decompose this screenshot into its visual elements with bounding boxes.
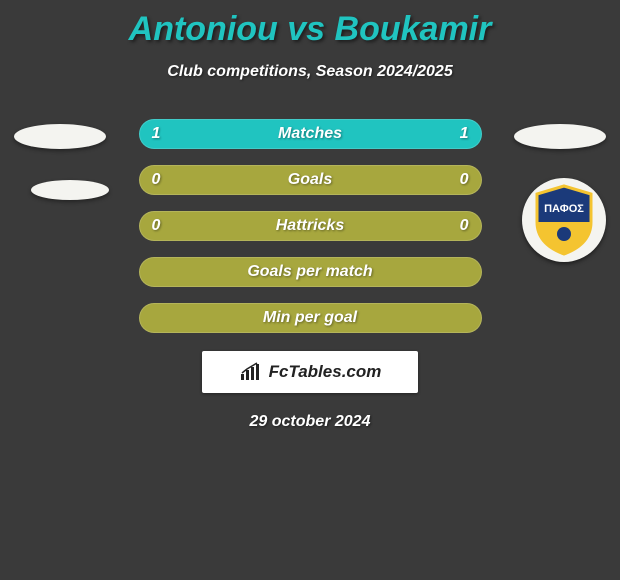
stat-right-value: 1 (455, 125, 469, 143)
stat-row-hattricks: 0 Hattricks 0 (139, 211, 482, 241)
stat-label: Min per goal (166, 309, 455, 327)
title-right: Boukamir (335, 10, 492, 48)
club-badge: ΠΑΦΟΣ (522, 178, 606, 262)
stat-label: Goals (166, 171, 455, 189)
stat-row-goals: 0 Goals 0 (139, 165, 482, 195)
footer-date: 29 october 2024 (0, 413, 620, 431)
page-title: Antoniou vs Boukamir (0, 0, 620, 49)
club-badge-text: ΠΑΦΟΣ (544, 203, 584, 215)
player-left-avatar-1 (14, 124, 106, 149)
stat-row-min-per-goal: Min per goal (139, 303, 482, 333)
stat-left-value: 1 (152, 125, 166, 143)
club-shield-icon: ΠΑΦΟΣ (533, 184, 595, 256)
subtitle: Club competitions, Season 2024/2025 (0, 63, 620, 81)
chart-icon (239, 362, 263, 382)
brand-box: FcTables.com (202, 351, 418, 393)
stat-label: Matches (166, 125, 455, 143)
stat-label: Goals per match (166, 263, 455, 281)
title-left: Antoniou (129, 10, 278, 48)
stat-row-goals-per-match: Goals per match (139, 257, 482, 287)
player-right-avatar (514, 124, 606, 149)
stat-left-value: 0 (152, 171, 166, 189)
stat-label: Hattricks (166, 217, 455, 235)
stat-right-value: 0 (455, 171, 469, 189)
brand-text: FcTables.com (269, 362, 382, 382)
stat-row-matches: 1 Matches 1 (139, 119, 482, 149)
title-vs: vs (278, 10, 335, 48)
player-left-avatar-2 (31, 180, 109, 200)
stat-right-value: 0 (455, 217, 469, 235)
stat-left-value: 0 (152, 217, 166, 235)
